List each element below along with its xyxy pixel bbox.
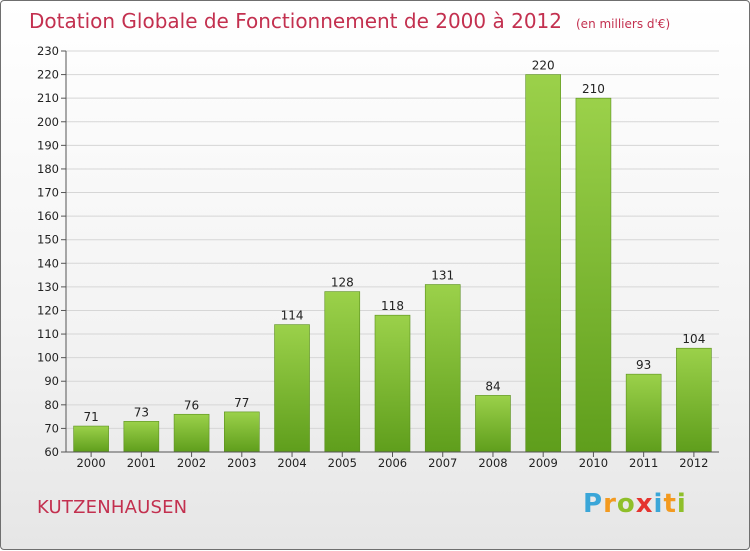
y-tick-label: 160 (37, 209, 59, 223)
y-tick-label: 80 (44, 398, 59, 412)
x-tick-label: 2005 (328, 456, 357, 470)
bar-value-label: 104 (682, 332, 705, 346)
bar-value-label: 84 (485, 379, 500, 393)
bar-value-label: 114 (281, 309, 304, 323)
chart-title-unit: (en milliers d'€) (576, 17, 671, 31)
y-tick-label: 60 (44, 445, 59, 459)
y-tick-label: 170 (37, 186, 59, 200)
bar (676, 347, 712, 453)
bar (625, 373, 662, 453)
y-tick-label: 130 (37, 280, 59, 294)
bar (123, 421, 160, 453)
logo-letter: t (663, 489, 677, 519)
bars: 71 73 76 77 114 128 118 131 84 220 210 93 104 (73, 59, 712, 453)
y-tick-label: 70 (44, 421, 59, 435)
bar-value-label: 73 (134, 405, 149, 419)
bar (525, 74, 561, 453)
y-tick-label: 210 (37, 91, 59, 105)
y-tick-label: 140 (37, 256, 59, 270)
logo-letter: P (583, 489, 604, 519)
bar-value-label: 210 (582, 82, 605, 96)
logo-letter: r (603, 489, 617, 519)
logo-letter: i (653, 489, 664, 519)
x-tick-label: 2009 (529, 456, 558, 470)
x-tick-label: 2003 (227, 456, 256, 470)
x-tick-label: 2010 (579, 456, 608, 470)
bar (224, 411, 260, 453)
y-tick-label: 120 (37, 303, 59, 317)
y-tick-label: 90 (44, 374, 59, 388)
chart-title: Dotation Globale de Fonctionnement de 20… (29, 9, 670, 33)
bar (324, 291, 361, 453)
bar (173, 413, 210, 453)
bar-value-label: 93 (636, 358, 651, 372)
logo-letter: o (616, 489, 636, 519)
x-tick-label: 2012 (679, 456, 708, 470)
bar-value-label: 118 (381, 299, 404, 313)
chart-title-text: Dotation Globale de Fonctionnement de 20… (29, 9, 562, 33)
bar (575, 97, 612, 453)
bar (73, 425, 109, 453)
bar-value-label: 131 (431, 269, 454, 283)
y-tick-label: 150 (37, 233, 59, 247)
logo-letter: x (635, 489, 654, 519)
y-tick-label: 220 (37, 68, 59, 82)
bar (424, 284, 461, 453)
x-axis: 2000 2001 2002 2003 2004 2005 2006 2007 2008 2009… (66, 451, 719, 470)
y-axis: 60 70 80 90 100 110 120 130 140 150 160 170 180 190 20… (37, 44, 67, 459)
bar-value-label: 76 (184, 398, 199, 412)
x-tick-label: 2008 (478, 456, 507, 470)
y-tick-label: 100 (37, 351, 59, 365)
x-tick-label: 2000 (76, 456, 105, 470)
y-tick-label: 190 (37, 138, 59, 152)
y-tick-label: 230 (37, 44, 59, 58)
x-tick-label: 2007 (428, 456, 457, 470)
bar-value-label: 128 (331, 276, 354, 290)
x-tick-label: 2011 (629, 456, 658, 470)
logo-letter: i (676, 489, 687, 519)
y-tick-label: 110 (37, 327, 59, 341)
x-tick-label: 2001 (127, 456, 156, 470)
bar-value-label: 220 (532, 59, 555, 73)
x-tick-label: 2004 (277, 456, 306, 470)
x-tick-label: 2002 (177, 456, 206, 470)
bar-value-label: 77 (234, 396, 249, 410)
bar (374, 314, 411, 453)
commune-name: KUTZENHAUSEN (37, 497, 188, 518)
y-tick-label: 200 (37, 115, 59, 129)
y-tick-label: 180 (37, 162, 59, 176)
bar (274, 324, 310, 453)
proxiti-logo: Proxiti (583, 489, 687, 519)
bar (475, 395, 511, 453)
bar-value-label: 71 (83, 410, 98, 424)
x-tick-label: 2006 (378, 456, 407, 470)
